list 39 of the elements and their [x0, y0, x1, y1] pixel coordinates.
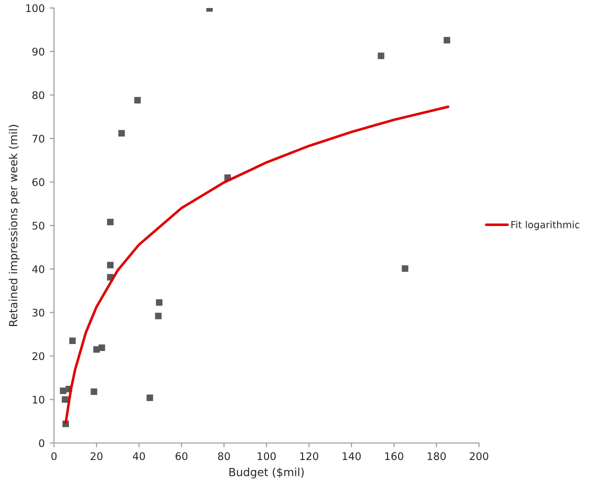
x-tick-label: 60	[176, 452, 188, 460]
x-tick-label: 200	[470, 452, 488, 460]
point	[146, 394, 154, 402]
point	[62, 396, 68, 403]
point	[402, 265, 408, 272]
y-tick-label: 90	[32, 48, 44, 56]
point	[107, 262, 114, 268]
x-tick-label: 40	[132, 452, 145, 460]
x-tick-label: 180	[428, 452, 446, 460]
point	[156, 299, 162, 306]
x-tick-label: 160	[385, 452, 404, 460]
y-tick-label: 10	[32, 396, 44, 404]
y-tick-label: 20	[32, 352, 44, 360]
x-tick-label: 140	[342, 452, 361, 460]
point	[98, 344, 106, 351]
point	[444, 36, 450, 44]
x-tick-label: 0	[51, 452, 57, 460]
point	[134, 96, 141, 104]
x-tick-label: 100	[258, 452, 276, 460]
y-tick-label: 30	[32, 308, 44, 317]
y-tick-label: 100	[26, 4, 44, 12]
y-tick-label: 50	[32, 222, 44, 230]
x-tick-label: 20	[90, 452, 102, 460]
x-tick-label: 120	[300, 452, 318, 460]
point	[118, 130, 125, 137]
y-tick-label: 60	[32, 178, 44, 186]
point	[378, 52, 384, 60]
y-tick-label: 0	[39, 439, 44, 448]
y-tick-label: 80	[32, 91, 44, 100]
legend-label: Fit logarithmic	[511, 220, 580, 230]
y-tick-label: 70	[32, 134, 44, 143]
point	[69, 338, 76, 344]
x-axis-title: Budget ($mil)	[229, 468, 304, 478]
point	[155, 312, 162, 320]
x-tick-label: 80	[218, 452, 230, 460]
point	[107, 218, 114, 226]
y-tick-label: 40	[32, 265, 44, 274]
y-axis-title: Retained impressions per week (mil)	[8, 124, 20, 326]
point	[90, 388, 98, 395]
